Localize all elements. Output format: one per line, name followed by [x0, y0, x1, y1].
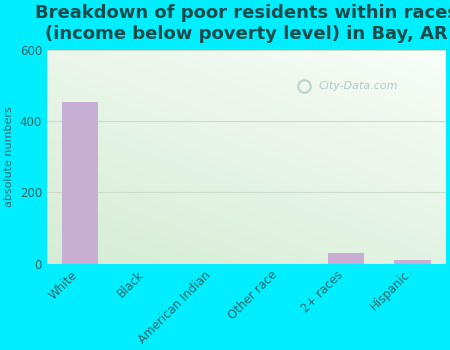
Text: City-Data.com: City-Data.com: [318, 81, 398, 91]
Bar: [394, 260, 431, 264]
Bar: [328, 253, 364, 264]
Title: Breakdown of poor residents within races
(income below poverty level) in Bay, AR: Breakdown of poor residents within races…: [35, 4, 450, 43]
Y-axis label: absolute numbers: absolute numbers: [4, 106, 14, 207]
Bar: [62, 103, 99, 264]
